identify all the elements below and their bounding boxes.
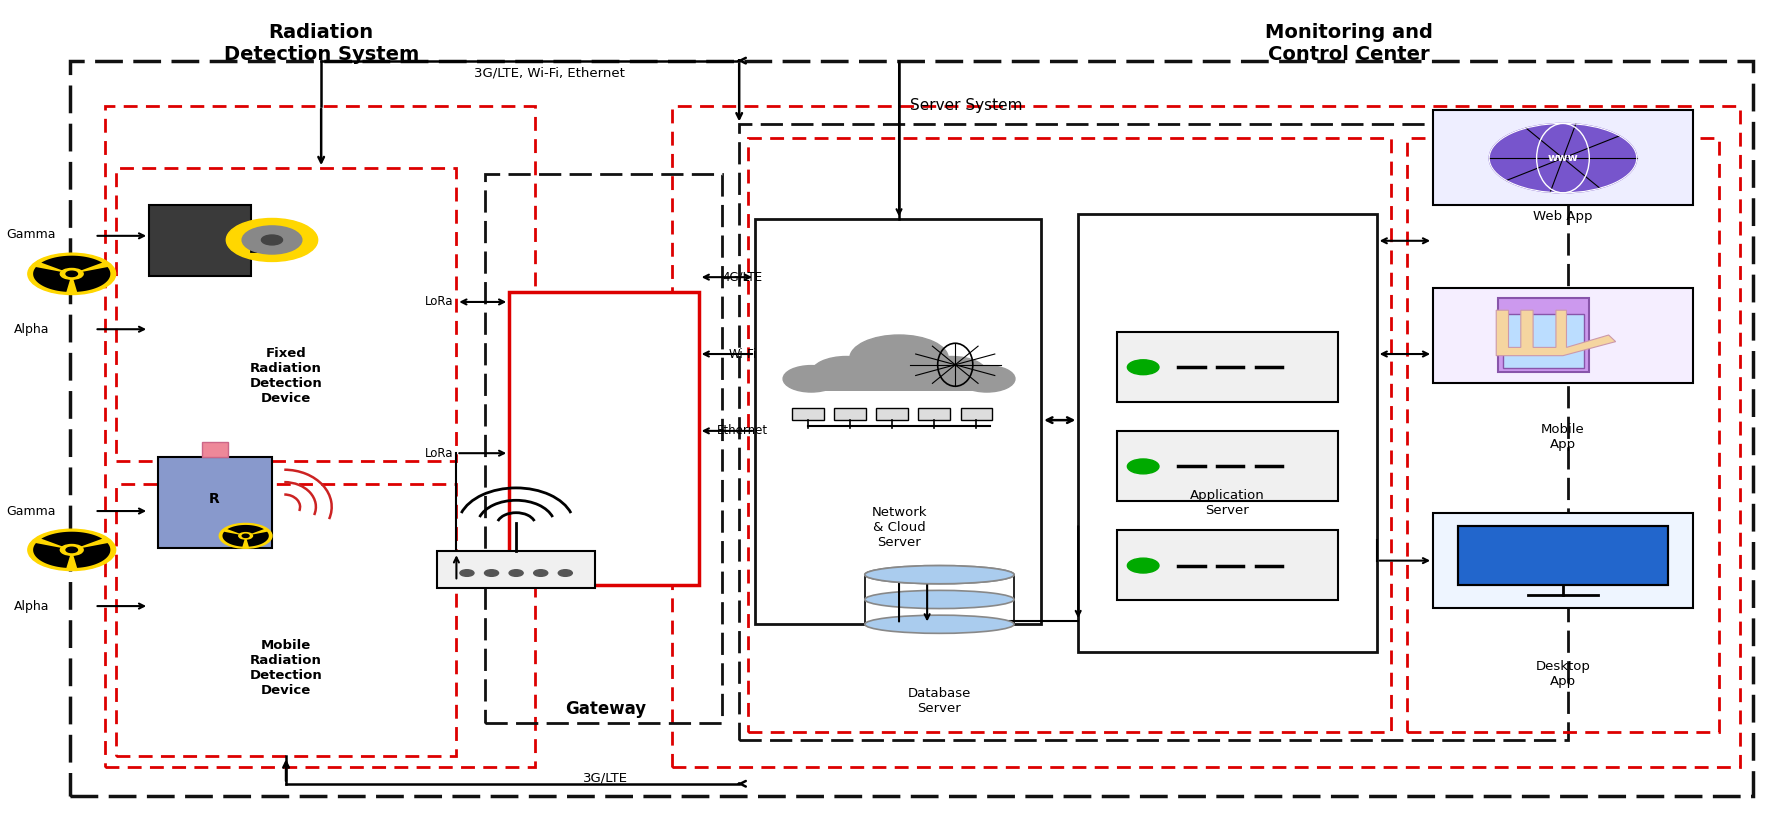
- Circle shape: [66, 271, 78, 276]
- Ellipse shape: [865, 566, 1014, 584]
- Text: 4G/LTE: 4G/LTE: [723, 270, 762, 284]
- Bar: [1457, 526, 1668, 586]
- Polygon shape: [246, 532, 269, 547]
- Ellipse shape: [865, 615, 1014, 633]
- Circle shape: [261, 235, 282, 245]
- Text: R: R: [209, 492, 220, 506]
- Text: Gamma: Gamma: [7, 504, 57, 518]
- Text: Application
Server: Application Server: [1190, 488, 1264, 517]
- Bar: [115, 168, 456, 462]
- Bar: [833, 408, 865, 420]
- Circle shape: [243, 226, 301, 254]
- Text: Gamma: Gamma: [7, 228, 57, 240]
- Circle shape: [28, 529, 115, 571]
- Bar: [105, 106, 535, 767]
- Text: Monitoring and
Control Center: Monitoring and Control Center: [1264, 23, 1433, 64]
- Bar: [1078, 214, 1378, 651]
- Circle shape: [220, 523, 271, 548]
- Circle shape: [243, 534, 248, 537]
- Circle shape: [917, 356, 988, 389]
- Text: Mobile
Radiation
Detection
Device: Mobile Radiation Detection Device: [250, 639, 323, 697]
- Bar: [1457, 526, 1668, 586]
- Circle shape: [849, 335, 949, 381]
- Bar: [1498, 298, 1589, 372]
- Polygon shape: [34, 543, 71, 568]
- Text: Alpha: Alpha: [14, 323, 50, 336]
- Polygon shape: [71, 267, 110, 292]
- Polygon shape: [41, 255, 103, 274]
- Ellipse shape: [865, 566, 1014, 584]
- Bar: [438, 551, 596, 588]
- Circle shape: [959, 365, 1014, 392]
- Circle shape: [1128, 558, 1160, 573]
- Circle shape: [227, 219, 317, 261]
- Bar: [509, 292, 699, 586]
- Polygon shape: [71, 543, 110, 568]
- Polygon shape: [34, 267, 71, 292]
- Text: Alpha: Alpha: [14, 600, 50, 612]
- Bar: [1406, 138, 1720, 731]
- Bar: [961, 408, 993, 420]
- Circle shape: [558, 570, 573, 577]
- Text: Server System: Server System: [910, 98, 1021, 113]
- Bar: [1433, 513, 1693, 607]
- Bar: [115, 483, 456, 756]
- Text: Web App: Web App: [1534, 210, 1592, 222]
- Circle shape: [1489, 123, 1636, 193]
- Bar: [1433, 288, 1693, 383]
- Bar: [672, 106, 1741, 767]
- Circle shape: [1128, 359, 1160, 374]
- Bar: [1117, 431, 1339, 501]
- Text: Database
Server: Database Server: [908, 687, 972, 716]
- Bar: [1433, 110, 1693, 206]
- Bar: [158, 458, 271, 548]
- Text: www: www: [1548, 153, 1578, 163]
- Text: Network
& Cloud
Server: Network & Cloud Server: [871, 506, 927, 549]
- Circle shape: [1128, 459, 1160, 474]
- Text: Ethernet: Ethernet: [716, 424, 768, 438]
- Text: 3G/LTE: 3G/LTE: [583, 771, 628, 785]
- Text: Mobile
App: Mobile App: [1541, 423, 1585, 451]
- Ellipse shape: [865, 591, 1014, 608]
- Bar: [1117, 332, 1339, 402]
- Text: Wi-Fi: Wi-Fi: [729, 348, 757, 360]
- Bar: [793, 408, 823, 420]
- Bar: [1117, 530, 1339, 601]
- Text: LoRa: LoRa: [424, 447, 454, 460]
- Bar: [1504, 314, 1583, 368]
- Text: 3G/LTE, Wi-Fi, Ethernet: 3G/LTE, Wi-Fi, Ethernet: [473, 67, 624, 80]
- Polygon shape: [1496, 310, 1615, 355]
- Circle shape: [784, 365, 839, 392]
- Circle shape: [534, 570, 548, 577]
- Polygon shape: [222, 532, 246, 547]
- Text: Gateway: Gateway: [566, 701, 647, 718]
- Bar: [202, 443, 229, 458]
- Circle shape: [509, 570, 523, 577]
- Bar: [798, 370, 1002, 391]
- Text: Radiation
Detection System: Radiation Detection System: [223, 23, 418, 64]
- Circle shape: [812, 356, 881, 389]
- Bar: [149, 206, 252, 275]
- Polygon shape: [41, 532, 103, 550]
- Bar: [876, 408, 908, 420]
- Bar: [69, 61, 1753, 796]
- Bar: [918, 408, 950, 420]
- Text: Fixed
Radiation
Detection
Device: Fixed Radiation Detection Device: [250, 347, 323, 405]
- Text: Desktop
App: Desktop App: [1535, 660, 1590, 688]
- Circle shape: [28, 253, 115, 295]
- Circle shape: [239, 532, 252, 539]
- Bar: [739, 124, 1569, 740]
- Polygon shape: [227, 525, 264, 536]
- Circle shape: [66, 547, 78, 552]
- Circle shape: [459, 570, 473, 577]
- Bar: [755, 220, 1041, 624]
- Circle shape: [60, 544, 83, 555]
- Text: LoRa: LoRa: [424, 295, 454, 309]
- Bar: [484, 174, 722, 724]
- Circle shape: [60, 269, 83, 280]
- Circle shape: [484, 570, 498, 577]
- Bar: [748, 138, 1390, 731]
